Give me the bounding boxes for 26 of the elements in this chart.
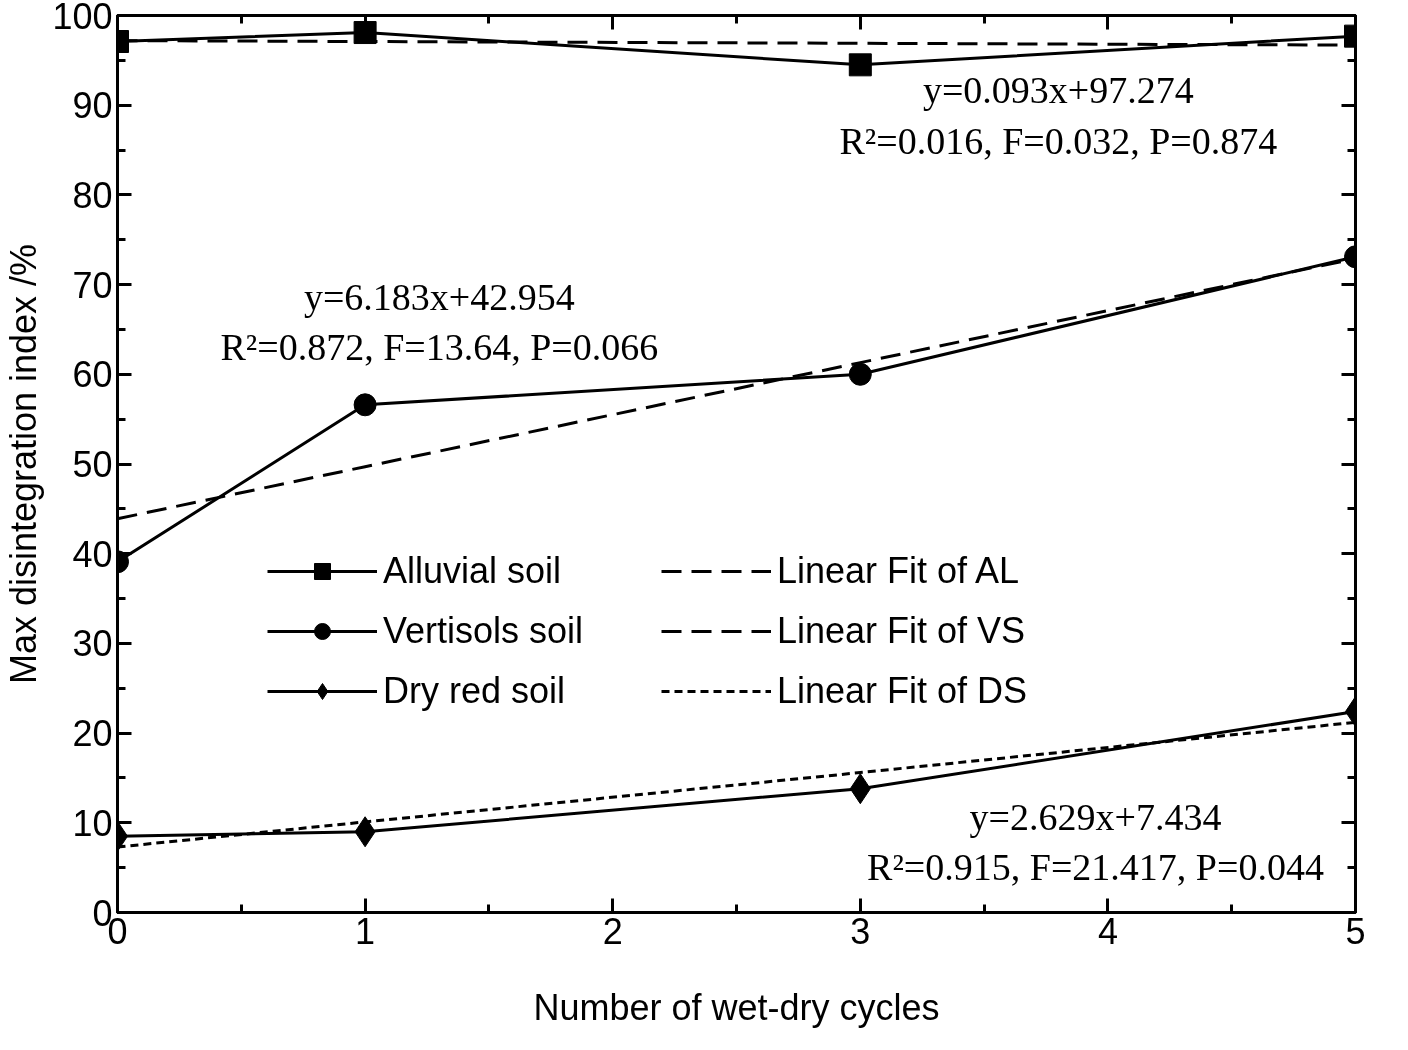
y-tick-label: 80	[72, 174, 113, 216]
y-axis-title: Max disintegration index /%	[3, 243, 45, 685]
y-tick-label: 40	[72, 533, 113, 575]
y-tick-label: 10	[72, 802, 113, 844]
x-tick-label: 2	[602, 910, 623, 952]
legend-label: Alluvial soil	[383, 550, 563, 592]
annotation: y=6.183x+42.954 R²=0.872, F=13.64, P=0.066	[220, 275, 659, 369]
legend-label: Dry red soil	[383, 670, 567, 712]
x-tick-label: 5	[1345, 910, 1366, 952]
y-tick-label: 20	[72, 713, 113, 755]
y-tick-label: 90	[72, 85, 113, 127]
x-axis-title: Number of wet-dry cycles	[533, 986, 940, 1028]
y-tick-label: 60	[72, 354, 113, 396]
y-tick-label: 100	[52, 0, 113, 37]
x-tick-label: 4	[1097, 910, 1118, 952]
x-tick-label: 3	[850, 910, 871, 952]
legend-label: Linear Fit of VS	[777, 610, 1027, 652]
legend-label: Vertisols soil	[383, 610, 585, 652]
legend-label: Linear Fit of DS	[777, 670, 1029, 712]
annotation: y=2.629x+7.434 R²=0.915, F=21.417, P=0.044	[867, 795, 1324, 889]
legend-label: Linear Fit of AL	[777, 550, 1021, 592]
y-tick-label: 50	[72, 444, 113, 485]
x-tick-label: 1	[355, 910, 376, 952]
annotation: y=0.093x+97.274 R²=0.016, F=0.032, P=0.874	[839, 69, 1278, 162]
y-tick-label: 30	[72, 623, 113, 665]
y-tick-label: 70	[72, 264, 113, 306]
